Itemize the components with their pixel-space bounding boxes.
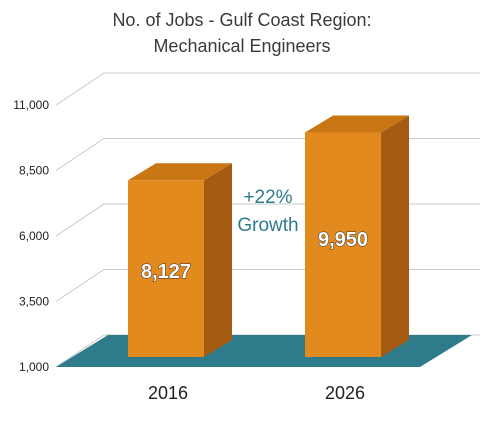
gridline: [55, 138, 480, 171]
chart-title-line-1: No. of Jobs - Gulf Coast Region:: [112, 10, 371, 30]
gridline: [55, 269, 480, 302]
y-tick-label: 3,500: [19, 295, 49, 309]
bar-front-face: [305, 132, 381, 357]
growth-annotation-line-2: Growth: [237, 215, 298, 236]
gridline: [55, 72, 480, 106]
y-tick-label: 8,500: [19, 164, 49, 178]
bar-value-label: 9,950: [318, 229, 368, 251]
bar-side-face: [381, 115, 409, 357]
bar: [305, 115, 409, 357]
bar-front-face: [128, 180, 204, 357]
y-tick-label: 11,000: [13, 98, 49, 112]
bar-top-face: [305, 115, 409, 133]
bar-top-face: [128, 163, 232, 181]
bar: [128, 163, 232, 357]
y-tick-label: 1,000: [19, 360, 49, 374]
bar-side-face: [204, 163, 232, 357]
growth-annotation-line-1: +22%: [243, 187, 292, 208]
x-category-label: 2016: [148, 383, 188, 403]
bar-value-label: 8,127: [141, 261, 191, 283]
chart-floor: [56, 335, 472, 367]
x-category-label: 2026: [325, 383, 365, 403]
y-tick-label: 6,000: [19, 229, 49, 243]
chart-title-line-2: Mechanical Engineers: [153, 36, 330, 56]
